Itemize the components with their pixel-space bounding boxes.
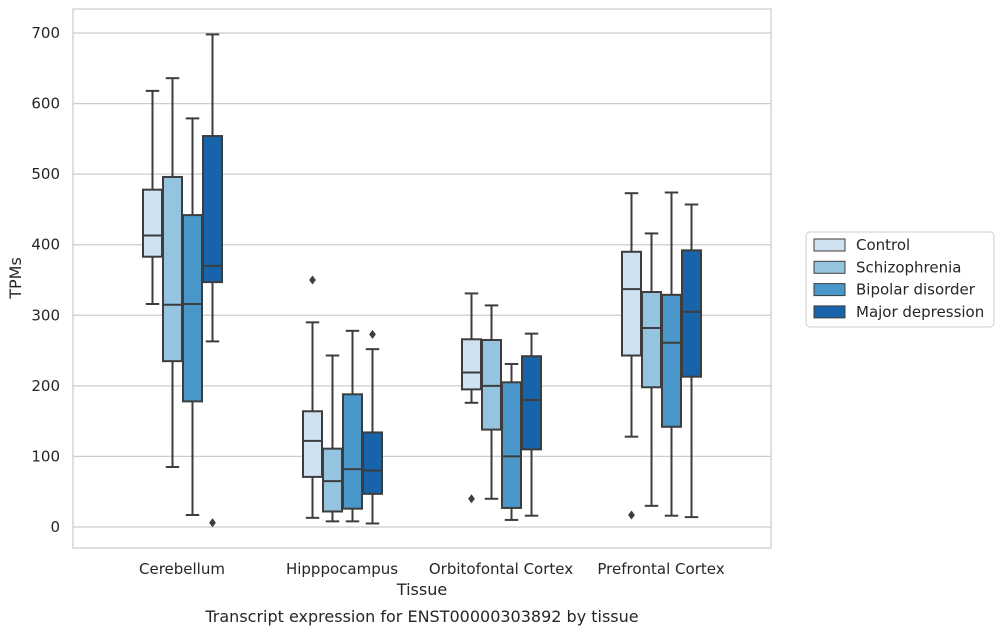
legend-swatch [813,260,846,274]
y-tick-label: 600 [31,95,60,113]
box-iqr [302,410,323,478]
box-iqr [461,338,482,391]
legend-label: Bipolar disorder [856,281,976,299]
box-iqr [501,381,522,509]
box-bipolar-disorder [182,117,203,517]
y-tick-label: 500 [31,165,60,183]
x-axis-ticks: Cerebellum Hipppocampus Orbitofontal Corte… [139,560,725,578]
y-tick-label: 100 [31,447,60,465]
box-bipolar-disorder [342,329,363,523]
outlier-point [628,510,635,520]
box-iqr [681,249,702,378]
y-tick-label: 400 [31,236,60,254]
legend-label: Control [856,236,910,254]
outlier-point [369,329,376,339]
legend-label: Schizophrenia [856,258,961,276]
outlier-point [309,275,316,285]
y-tick-label: 700 [31,24,60,42]
box-control [142,89,163,305]
box-iqr [661,293,682,428]
y-axis-label: TPMs [6,257,25,300]
box-iqr [362,431,383,495]
box-control [461,292,482,504]
box-bipolar-disorder [501,362,522,521]
box-major-depression [362,329,383,525]
legend-swatch [813,283,846,297]
box-series [142,33,702,528]
y-tick-label: 300 [31,306,60,324]
box-schizophrenia [481,304,502,500]
x-tick-label: Orbitofontal Cortex [429,560,573,578]
legend-label: Major depression [856,303,984,321]
box-bipolar-disorder [661,191,682,517]
box-iqr [621,250,642,357]
legend-swatch [813,305,846,319]
legend-swatch [813,238,846,252]
box-iqr [202,135,223,284]
box-iqr [481,338,502,431]
box-major-depression [681,203,702,519]
box-iqr [162,175,183,363]
box-schizophrenia [322,354,343,523]
box-iqr [182,214,203,403]
box-iqr [142,188,163,258]
outlier-point [209,518,216,528]
box-iqr [342,393,363,510]
outlier-point [468,494,475,504]
legend: Control Schizophrenia Bipolar disorder Majo… [805,231,995,328]
x-tick-label: Cerebellum [139,560,225,578]
box-schizophrenia [162,77,183,469]
box-schizophrenia [641,232,662,507]
y-tick-label: 0 [50,518,60,536]
box-iqr [641,291,662,389]
box-major-depression [202,33,223,528]
box-iqr [521,355,542,451]
y-axis-ticks: 0 100 200 300 400 500 600 700 [31,24,60,536]
y-tick-label: 200 [31,377,60,395]
plot-area-frame [72,8,772,549]
legend-frame [805,231,995,328]
box-control [302,275,323,519]
x-tick-label: Prefrontal Cortex [597,560,724,578]
box-major-depression [521,332,542,517]
box-control [621,192,642,520]
box-iqr [322,447,343,513]
chart-caption: Transcript expression for ENST0000030389… [204,607,638,626]
x-axis-label: Tissue [396,580,447,599]
x-tick-label: Hipppocampus [286,560,398,578]
